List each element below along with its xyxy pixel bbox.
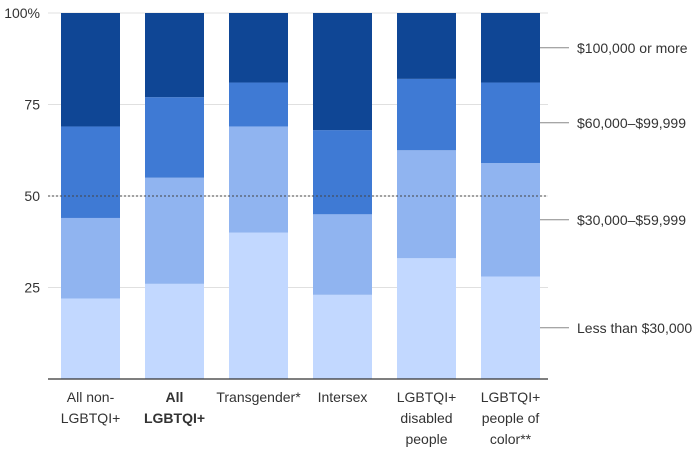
bar-segment-1 [145,283,204,379]
bar-segment-4 [397,13,456,79]
bar-segment-3 [313,130,372,215]
legend-label: $30,000–$59,999 [577,212,686,228]
x-tick-label-line: disabled [400,410,452,426]
bar-segment-2 [229,126,288,233]
x-tick-label: LGBTQI+ people of color** [481,389,541,447]
bar-segment-2 [145,177,204,284]
bar-segment-3 [61,126,120,218]
bar-segment-3 [229,82,288,127]
bar-segment-4 [229,13,288,83]
x-tick-label: All non- LGBTQI+ [61,389,121,426]
x-tick-label-line: LGBTQI+ [144,410,205,426]
x-tick-label-line: All [166,389,184,405]
x-tick-label-line: LGBTQI+ [397,389,457,405]
bar-segment-4 [313,13,372,131]
bar-segment-2 [397,150,456,259]
x-tick-label-line: color** [490,431,532,447]
y-tick-label: 50 [24,188,40,204]
x-tick-label-line: people of [482,410,540,426]
bar-segment-1 [61,298,120,379]
bar-segment-1 [397,258,456,379]
x-tick-label: Intersex [318,389,368,405]
x-tick-label-line: LGBTQI+ [61,410,121,426]
x-tick-label: All LGBTQI+ [144,389,205,426]
bar-segment-3 [397,78,456,151]
y-tick-label: 75 [24,97,40,113]
x-tick-label-line: LGBTQI+ [481,389,541,405]
legend-label: $60,000–$99,999 [577,115,686,131]
y-tick-label: 100% [4,5,40,21]
x-tick-label: LGBTQI+ disabled people [397,389,457,447]
legend-label: Less than $30,000 [577,320,692,336]
bar-segment-4 [145,13,204,98]
bar-segment-2 [313,214,372,295]
x-tick-label-line: Intersex [318,389,368,405]
x-tick-label: Transgender* [216,389,301,405]
bar-segment-2 [481,163,540,277]
y-tick-label: 25 [24,280,40,296]
bar-segment-3 [145,97,204,178]
bar-segment-1 [313,294,372,379]
bar-segment-1 [229,232,288,379]
bar-segment-1 [481,276,540,379]
x-tick-label-line: Transgender* [216,389,301,405]
bar-segment-4 [481,13,540,83]
bar-segment-2 [61,217,120,299]
x-tick-label-line: people [405,431,447,447]
legend-label: $100,000 or more [577,40,688,56]
bar-segment-3 [481,82,540,164]
x-tick-label-line: All non- [67,389,115,405]
bar-segment-4 [61,13,120,127]
